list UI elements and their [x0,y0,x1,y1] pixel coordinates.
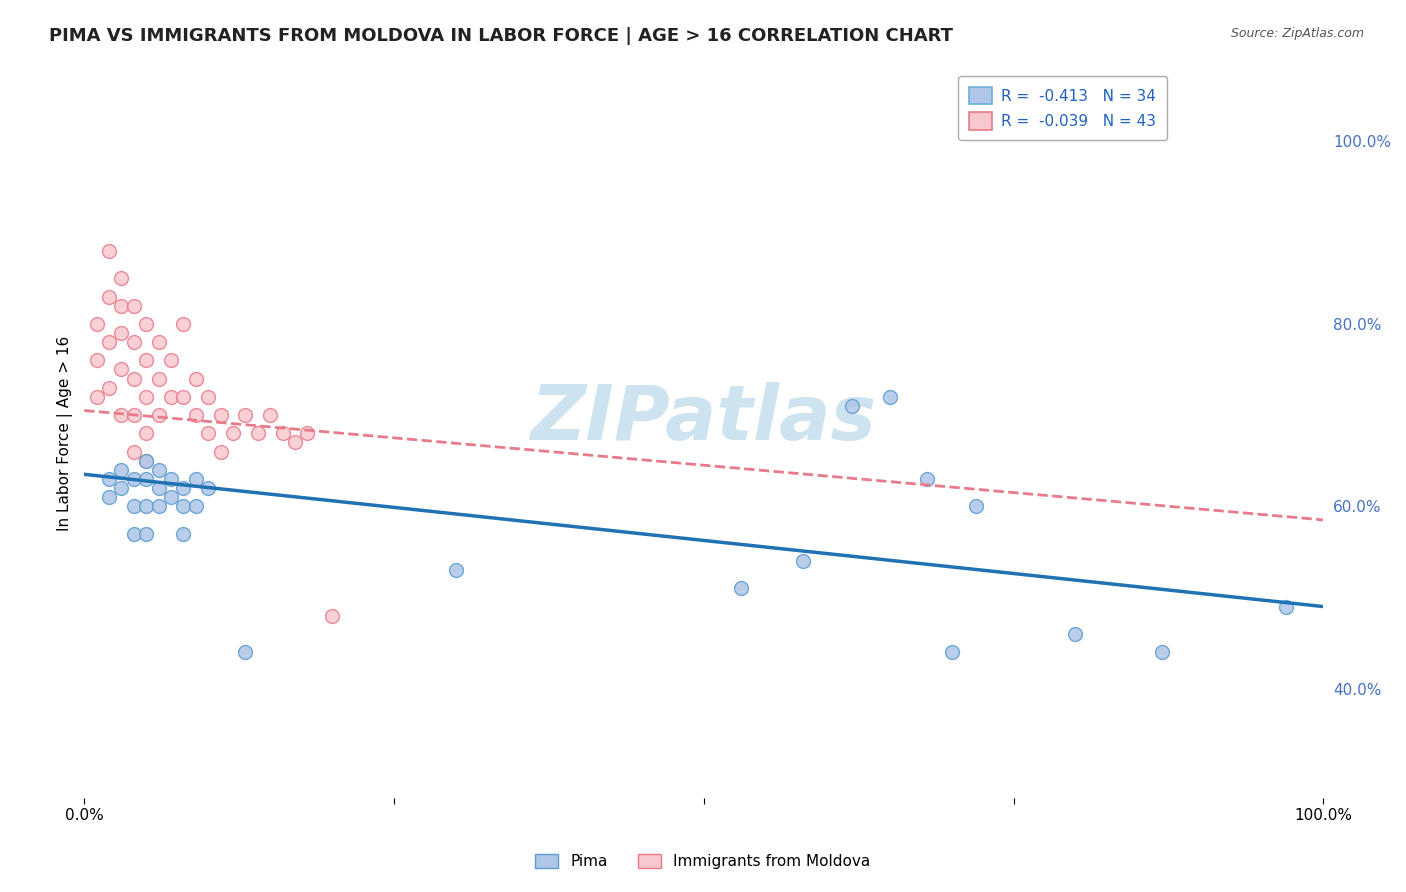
Point [160,390,183,404]
Point [271,426,294,441]
Point [135,353,157,368]
Text: Source: ZipAtlas.com: Source: ZipAtlas.com [1230,27,1364,40]
Point [135,317,157,331]
Point [1152,645,1174,659]
Point [110,362,132,376]
Point [122,526,145,541]
Point [98,472,121,486]
Point [135,500,157,514]
Point [110,271,132,285]
Point [246,426,269,441]
Point [259,408,281,422]
Point [879,390,901,404]
Text: PIMA VS IMMIGRANTS FROM MOLDOVA IN LABOR FORCE | AGE > 16 CORRELATION CHART: PIMA VS IMMIGRANTS FROM MOLDOVA IN LABOR… [49,27,953,45]
Point [135,526,157,541]
Point [122,335,145,350]
Point [148,408,170,422]
Point [148,371,170,385]
Text: ZIPatlas: ZIPatlas [531,382,877,456]
Point [222,426,245,441]
Point [98,381,121,395]
Point [86,353,108,368]
Point [86,390,108,404]
Point [915,472,938,486]
Point [135,426,157,441]
Point [122,500,145,514]
Point [172,317,194,331]
Point [110,299,132,313]
Point [792,554,814,568]
Point [197,390,219,404]
Point [135,472,157,486]
Point [122,371,145,385]
Point [135,390,157,404]
Point [148,481,170,495]
Point [172,500,194,514]
Point [160,353,183,368]
Legend: Pima, Immigrants from Moldova: Pima, Immigrants from Moldova [529,848,877,875]
Point [110,408,132,422]
Point [172,526,194,541]
Point [160,472,183,486]
Point [122,408,145,422]
Point [98,244,121,258]
Point [110,481,132,495]
Point [184,472,207,486]
Point [184,500,207,514]
Point [730,582,752,596]
Point [172,481,194,495]
Point [86,317,108,331]
Point [284,435,307,450]
Point [122,472,145,486]
Point [297,426,319,441]
Point [235,408,257,422]
Point [1275,599,1298,614]
Point [235,645,257,659]
Point [135,453,157,467]
Point [98,335,121,350]
Point [444,563,467,577]
Point [184,371,207,385]
Point [110,463,132,477]
Point [209,408,232,422]
Point [160,490,183,504]
Point [172,390,194,404]
Point [197,481,219,495]
Point [110,326,132,340]
Y-axis label: In Labor Force | Age > 16: In Labor Force | Age > 16 [58,335,73,531]
Point [941,645,963,659]
Point [148,335,170,350]
Point [841,399,863,413]
Point [135,453,157,467]
Point [148,463,170,477]
Point [1064,627,1087,641]
Point [148,500,170,514]
Point [197,426,219,441]
Point [122,444,145,458]
Point [98,490,121,504]
Point [98,289,121,303]
Point [184,408,207,422]
Point [321,608,343,623]
Point [965,500,987,514]
Legend: R =  -0.413   N = 34, R =  -0.039   N = 43: R = -0.413 N = 34, R = -0.039 N = 43 [959,76,1167,140]
Point [209,444,232,458]
Point [122,299,145,313]
